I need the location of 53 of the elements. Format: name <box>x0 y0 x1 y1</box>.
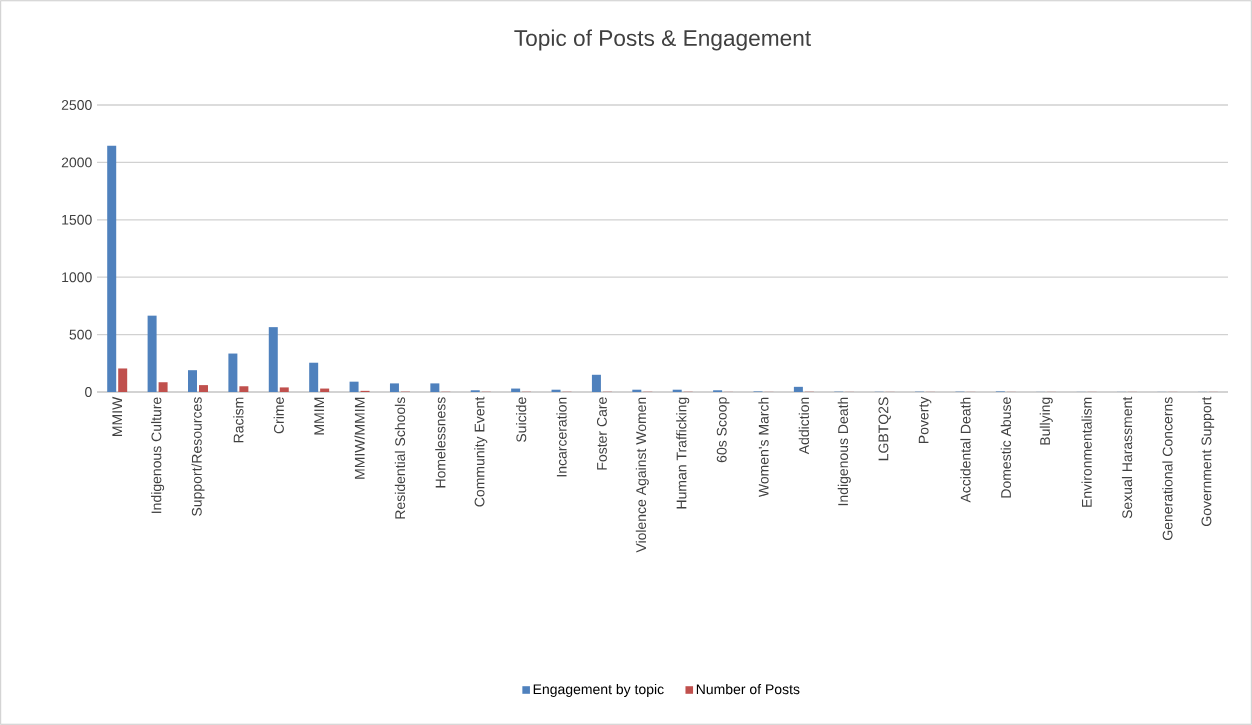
legend-label: Engagement by topic <box>533 683 664 697</box>
x-tick-label: Women's March <box>758 397 769 498</box>
bar <box>309 362 319 392</box>
x-tick-label: Bullying <box>1039 397 1053 445</box>
bar <box>430 383 440 392</box>
x-tick-label: Accidental Death <box>960 397 971 503</box>
bar <box>147 315 157 392</box>
x-tick-label: Domestic Abuse <box>1000 397 1011 498</box>
y-tick-label: 0 <box>85 387 92 397</box>
bar <box>389 383 399 392</box>
x-tick-label: Foster Care <box>596 397 607 470</box>
bar <box>118 368 128 392</box>
y-tick-label: 1500 <box>62 214 92 225</box>
bar <box>107 145 117 392</box>
x-tick-label: Racism <box>233 397 244 443</box>
x-tick-label: LGBTQ2S <box>878 397 891 461</box>
legend-label: Number of Posts <box>696 683 800 695</box>
x-tick-label: Poverty <box>918 396 932 444</box>
x-tick-label: Incarceration <box>556 397 567 477</box>
x-tick-label: Suicide <box>515 397 527 442</box>
bar <box>268 327 278 392</box>
bar <box>279 387 289 392</box>
x-tick-label: Generational Concerns <box>1162 397 1173 540</box>
bar <box>228 353 238 392</box>
x-tick-label: Government Support <box>1201 396 1215 526</box>
bar <box>158 382 168 392</box>
x-tick-label: Environmentalism <box>1081 397 1092 507</box>
x-tick-label: MMIW <box>112 396 123 436</box>
x-tick-label: Human Trafficking <box>676 397 690 509</box>
y-tick-label: 2000 <box>61 157 92 168</box>
x-tick-label: Residential Schools <box>394 397 406 519</box>
bar <box>187 370 197 392</box>
y-tick-label: 500 <box>69 329 92 340</box>
x-tick-label: 60s Scoop <box>716 397 730 463</box>
x-tick-label: Sexual Harassment <box>1121 396 1133 519</box>
bar <box>793 386 803 392</box>
x-tick-label: Addiction <box>798 397 810 455</box>
x-tick-label: MMIW/MMIM <box>354 397 365 479</box>
x-tick-label: Indigenous Culture <box>151 397 165 513</box>
y-tick-label: 2500 <box>61 100 92 110</box>
x-tick-label: Homelessness <box>435 397 446 488</box>
x-tick-label: Community Event <box>474 396 488 507</box>
bar <box>349 381 359 392</box>
x-tick-label: Crime <box>273 397 284 434</box>
y-tick-label: 1000 <box>62 272 92 283</box>
bar <box>198 385 208 392</box>
bar <box>239 386 249 392</box>
x-tick-label: Indigenous Death <box>837 397 851 506</box>
x-tick-label: Violence Against Women <box>635 397 649 553</box>
bar <box>591 374 601 392</box>
x-tick-label: MMIM <box>314 397 324 435</box>
chart-title: Topic of Posts & Engagement <box>514 29 811 51</box>
x-tick-label: Support/Resources <box>191 397 205 516</box>
